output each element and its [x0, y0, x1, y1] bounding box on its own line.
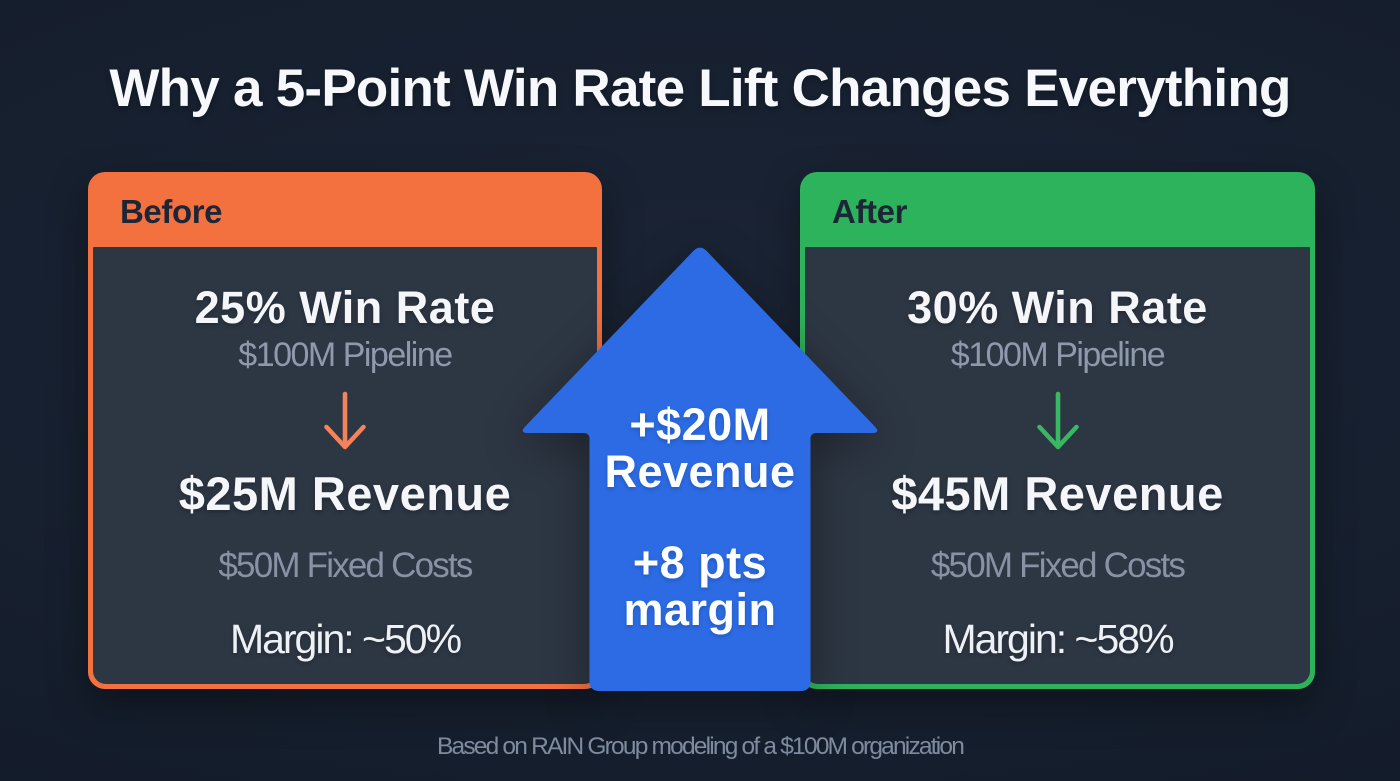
arrow-gain-amount: +$20M — [629, 399, 771, 450]
before-down-arrow-icon — [324, 391, 366, 450]
after-win-rate: 30% Win Rate — [907, 282, 1208, 333]
after-revenue: $45M Revenue — [891, 467, 1224, 520]
arrow-gain-label: Revenue — [604, 446, 796, 497]
after-margin: Margin: ~58% — [942, 616, 1174, 662]
before-margin: Margin: ~50% — [229, 616, 462, 662]
after-down-arrow-icon — [1036, 391, 1079, 450]
arrow-gain-revenue: +$20M Revenue — [560, 401, 840, 495]
before-fixed-costs: $50M Fixed Costs — [218, 546, 473, 585]
after-pipeline: $100M Pipeline — [950, 336, 1166, 374]
before-card-header: Before — [88, 172, 602, 247]
before-revenue: $25M Revenue — [178, 467, 512, 520]
arrow-margin-amount: +8 pts — [632, 537, 768, 588]
after-card-body: 30% Win Rate $100M Pipeline $45M Revenue… — [805, 247, 1310, 684]
before-card-body: 25% Win Rate $100M Pipeline $25M Revenue… — [93, 247, 597, 684]
before-win-rate: 25% Win Rate — [194, 282, 496, 333]
page-title: Why a 5-Point Win Rate Lift Changes Ever… — [109, 59, 1291, 118]
before-card: Before 25% Win Rate $100M Pipeline $25M … — [88, 172, 602, 689]
footer-note: Based on RAIN Group modeling of a $100M … — [436, 733, 965, 760]
after-card-label: After — [832, 193, 908, 230]
after-fixed-costs: $50M Fixed Costs — [930, 546, 1186, 585]
arrow-margin-label: margin — [623, 584, 777, 635]
arrow-gain-margin: +8 pts margin — [560, 539, 840, 633]
after-card-header: After — [800, 172, 1315, 247]
before-pipeline: $100M Pipeline — [238, 336, 453, 374]
before-card-label: Before — [120, 193, 223, 230]
after-card: After 30% Win Rate $100M Pipeline $45M R… — [800, 172, 1315, 689]
